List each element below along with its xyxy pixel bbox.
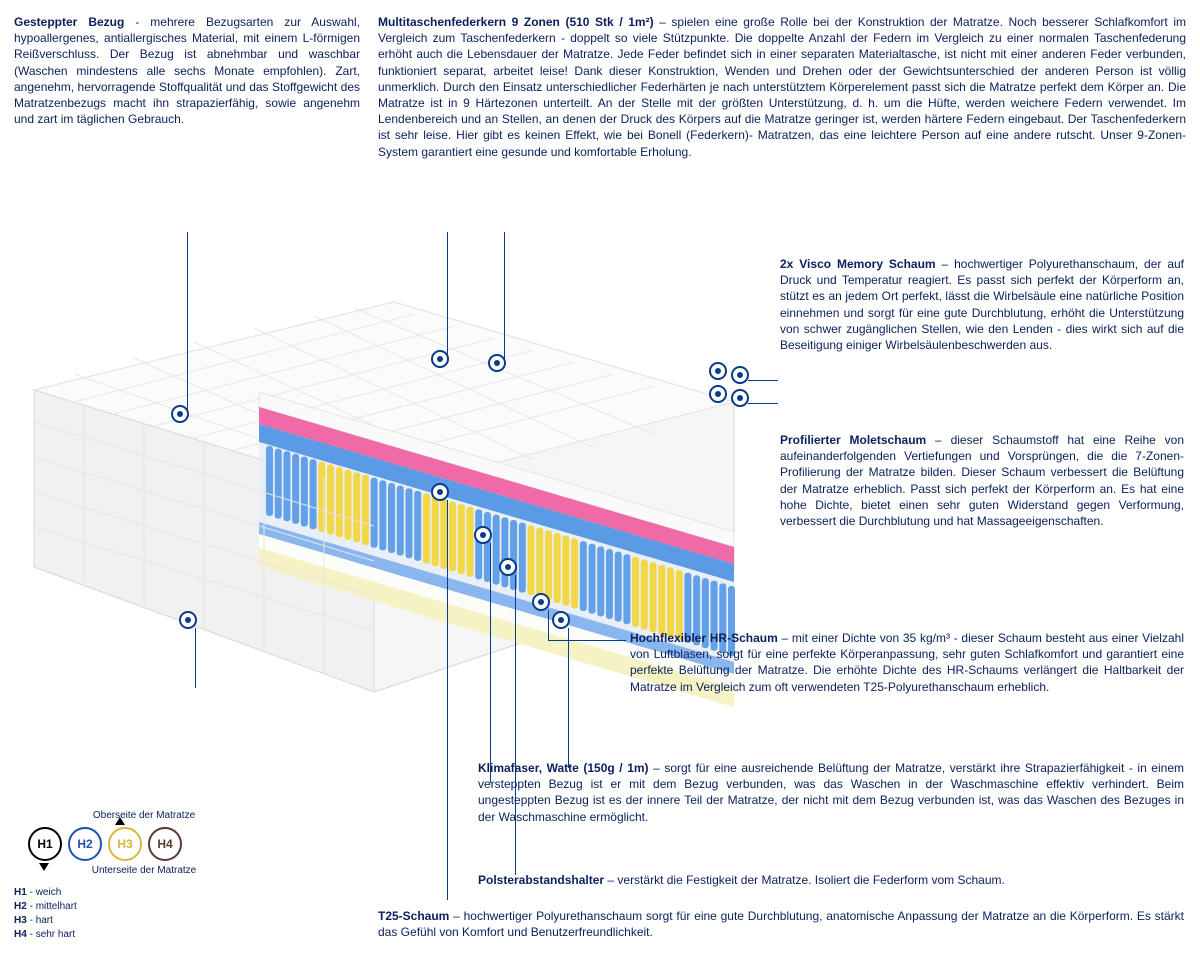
leader-line — [447, 500, 448, 900]
leader-line — [748, 380, 778, 381]
layer-section: Hochflexibler HR-Schaum – mit einer Dich… — [630, 630, 1184, 695]
leader-line — [195, 628, 196, 688]
callout-marker — [474, 526, 492, 544]
section-title: Hochflexibler HR-Schaum — [630, 631, 778, 645]
spring-title: Multitaschenfederkern 9 Zonen (510 Stk /… — [378, 15, 654, 29]
section-title: Polsterabstandshalter — [478, 873, 604, 887]
callout-marker — [731, 366, 749, 384]
section-title: T25-Schaum — [378, 909, 449, 923]
section-title: 2x Visco Memory Schaum — [780, 257, 936, 271]
hardness-h4: H4 — [148, 827, 182, 861]
layer-section: 2x Visco Memory Schaum – hochwertiger Po… — [780, 256, 1184, 353]
leader-line — [187, 232, 188, 412]
callout-marker — [709, 385, 727, 403]
layer-section: Klimafaser, Watte (150g / 1m) – sorgt fü… — [478, 760, 1184, 825]
section-body: – verstärkt die Festigkeit der Matratze.… — [604, 873, 1005, 887]
section-title: Profilierter Moletschaum — [780, 433, 926, 447]
section-title: Klimafaser, Watte (150g / 1m) — [478, 761, 649, 775]
callout-marker — [709, 362, 727, 380]
cover-description: Gesteppter Bezug - mehrere Bezugsarten z… — [14, 14, 360, 160]
leader-line — [490, 543, 491, 783]
section-body: – hochwertiger Polyurethanschaum, der au… — [780, 257, 1184, 352]
cover-title: Gesteppter Bezug — [14, 15, 124, 29]
leader-line — [447, 232, 448, 360]
callout-marker — [431, 483, 449, 501]
section-body: – dieser Schaumstoff hat eine Reihe von … — [780, 433, 1184, 528]
cover-body: - mehrere Bezugsarten zur Auswahl, hypoa… — [14, 15, 360, 126]
spring-body: – spielen eine große Rolle bei der Konst… — [378, 15, 1186, 159]
callout-marker — [731, 389, 749, 407]
layer-section: T25-Schaum – hochwertiger Polyurethansch… — [378, 908, 1184, 940]
legend-definitions: H1 - weich H2 - mittelhart H3 - hart H4 … — [14, 886, 274, 942]
callout-marker — [179, 611, 197, 629]
leader-line — [748, 403, 778, 404]
leader-line — [504, 232, 505, 364]
leader-line — [548, 610, 549, 640]
hardness-legend: Oberseite der Matratze H1 H2 H3 H4 Unter… — [14, 810, 274, 942]
layer-section: Polsterabstandshalter – verstärkt die Fe… — [478, 872, 1184, 888]
callout-marker — [532, 593, 550, 611]
hardness-h1: H1 — [28, 827, 62, 861]
spring-description: Multitaschenfederkern 9 Zonen (510 Stk /… — [378, 14, 1186, 160]
hardness-h3: H3 — [108, 827, 142, 861]
section-body: – hochwertiger Polyurethanschaum sorgt f… — [378, 909, 1184, 939]
layer-section: Profilierter Moletschaum – dieser Schaum… — [780, 432, 1184, 529]
callout-marker — [552, 611, 570, 629]
leader-line — [568, 628, 569, 768]
callout-marker — [499, 558, 517, 576]
leader-line — [548, 640, 626, 641]
hardness-h2: H2 — [68, 827, 102, 861]
legend-bottom-label: Unterseite der Matratze — [14, 865, 274, 876]
legend-top-label: Oberseite der Matratze — [14, 810, 274, 821]
leader-line — [515, 575, 516, 875]
